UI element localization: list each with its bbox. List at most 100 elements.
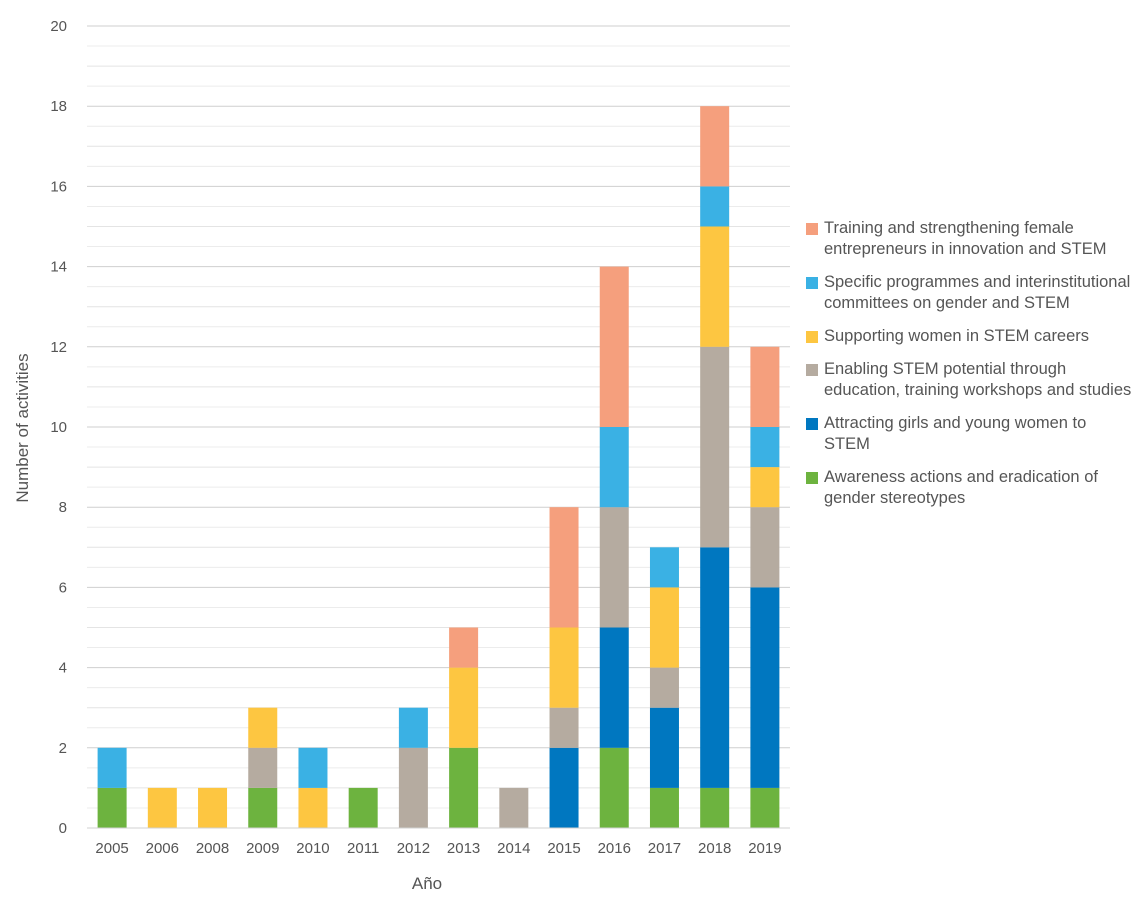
bar-segment: [700, 226, 730, 347]
x-tick-label: 2017: [648, 840, 681, 857]
bar-stack-2011: [348, 787, 378, 828]
x-axis-ticks: 2005 2006 2008 2009 2010 2011 2012 2013 2014 2015…: [95, 840, 781, 857]
bar-stack-2012: [398, 707, 428, 828]
x-tick-label: 2016: [598, 840, 631, 857]
legend-item: Training and strengthening female entrep…: [806, 218, 1136, 260]
x-tick-label: 2013: [447, 840, 480, 857]
bar-segment: [298, 747, 328, 788]
chart-legend: Training and strengthening female entrep…: [806, 218, 1136, 521]
bar-stacks: [97, 106, 780, 828]
legend-swatch: [806, 331, 818, 343]
bar-segment: [750, 507, 780, 588]
legend-label: Awareness actions and eradication of gen…: [824, 468, 1098, 507]
legend-swatch: [806, 364, 818, 376]
gridlines: [87, 25, 790, 809]
bar-stack-2009: [248, 707, 278, 828]
y-tick-label: 8: [59, 499, 67, 516]
x-tick-label: 2019: [748, 840, 781, 857]
bar-segment: [97, 747, 127, 788]
legend-swatch: [806, 277, 818, 289]
bar-segment: [97, 787, 127, 828]
y-tick-label: 14: [50, 259, 67, 276]
bar-segment: [147, 787, 177, 828]
legend-swatch: [806, 418, 818, 430]
legend-item: Attracting girls and young women to STEM: [806, 413, 1136, 455]
legend-label: Enabling STEM potential through educatio…: [824, 360, 1132, 399]
y-axis-title: Number of activities: [13, 353, 32, 502]
bar-segment: [649, 707, 679, 788]
bar-segment: [599, 266, 629, 427]
legend-swatch: [806, 223, 818, 235]
legend-label: Supporting women in STEM careers: [824, 327, 1090, 345]
y-tick-label: 10: [50, 419, 67, 436]
bar-segment: [649, 667, 679, 708]
bar-segment: [599, 427, 629, 508]
bar-segment: [750, 427, 780, 468]
bar-segment: [750, 467, 780, 508]
y-tick-label: 4: [59, 660, 67, 677]
x-tick-label: 2011: [347, 840, 379, 857]
x-tick-label: 2005: [95, 840, 128, 857]
legend-item: Specific programmes and interinstitution…: [806, 272, 1136, 314]
x-tick-label: 2010: [296, 840, 329, 857]
bar-segment: [298, 787, 328, 828]
bar-segment: [449, 667, 479, 748]
x-tick-label: 2006: [146, 840, 179, 857]
legend-swatch: [806, 472, 818, 484]
x-tick-label: 2008: [196, 840, 229, 857]
bar-segment: [248, 747, 278, 788]
bar-segment: [750, 787, 780, 828]
bar-segment: [700, 547, 730, 788]
x-tick-label: 2018: [698, 840, 731, 857]
bar-segment: [649, 547, 679, 588]
bar-stack-2015: [549, 507, 579, 828]
y-tick-label: 0: [59, 820, 67, 837]
legend-item: Supporting women in STEM careers: [806, 326, 1136, 347]
y-axis-ticks: 0 2 4 6 8 10 12 14 16 18 20: [50, 18, 67, 837]
bar-segment: [700, 186, 730, 227]
legend-label: Attracting girls and young women to STEM: [824, 414, 1087, 453]
bar-stack-2017: [649, 547, 679, 828]
x-tick-label: 2014: [497, 840, 530, 857]
bar-stack-2018: [700, 106, 730, 828]
legend-label: Specific programmes and interinstitution…: [824, 273, 1131, 312]
bar-stack-2006: [147, 787, 177, 828]
bar-stack-2013: [449, 627, 479, 828]
y-tick-label: 20: [50, 18, 67, 35]
bar-segment: [398, 747, 428, 828]
bar-segment: [700, 346, 730, 548]
legend-label: Training and strengthening female entrep…: [824, 219, 1107, 258]
bar-segment: [549, 627, 579, 708]
bar-segment: [198, 787, 228, 828]
bar-stack-2016: [599, 266, 629, 828]
x-tick-label: 2015: [547, 840, 580, 857]
x-axis-title: Año: [412, 874, 442, 893]
bar-segment: [700, 787, 730, 828]
bar-segment: [549, 747, 579, 828]
bar-segment: [398, 707, 428, 748]
y-tick-label: 16: [50, 178, 67, 195]
x-tick-label: 2012: [397, 840, 430, 857]
bar-stack-2005: [97, 747, 127, 828]
bar-segment: [449, 747, 479, 828]
y-tick-label: 18: [50, 98, 67, 115]
bar-segment: [599, 627, 629, 748]
bar-segment: [599, 747, 629, 828]
legend-item: Enabling STEM potential through educatio…: [806, 359, 1136, 401]
bar-segment: [248, 787, 278, 828]
bar-stack-2008: [198, 787, 228, 828]
bar-segment: [248, 707, 278, 748]
y-tick-label: 6: [59, 579, 67, 596]
bar-segment: [750, 346, 780, 427]
bar-segment: [700, 106, 730, 187]
bar-segment: [549, 707, 579, 748]
bar-segment: [649, 787, 679, 828]
bar-segment: [348, 787, 378, 828]
bar-stack-2014: [499, 787, 529, 828]
bar-segment: [449, 627, 479, 668]
y-tick-label: 2: [59, 740, 67, 757]
x-tick-label: 2009: [246, 840, 279, 857]
bar-segment: [599, 507, 629, 628]
bar-segment: [549, 507, 579, 628]
